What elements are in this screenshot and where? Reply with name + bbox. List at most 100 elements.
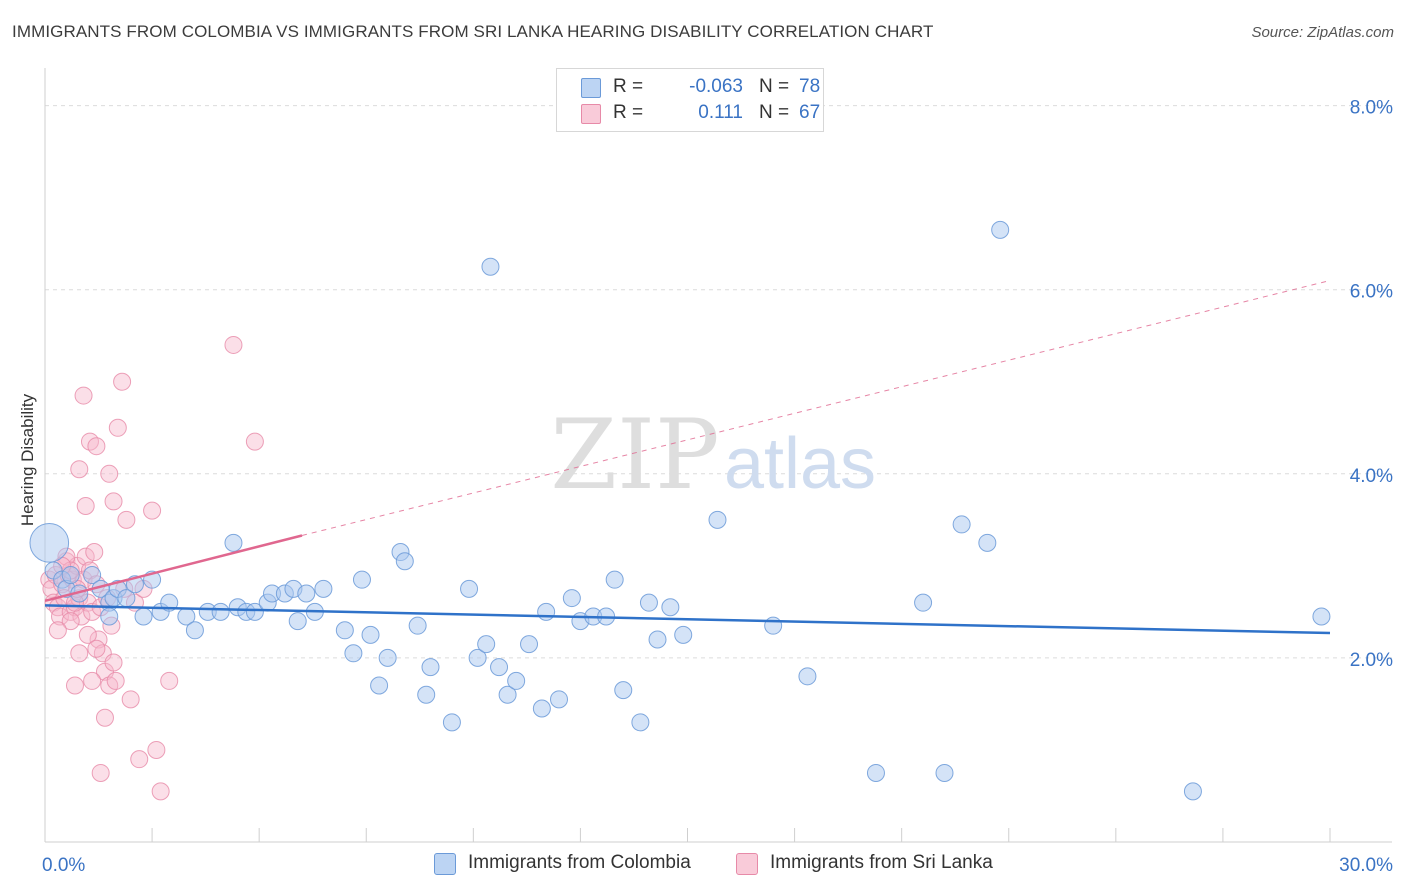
bottom-legend-swatch-colombia bbox=[434, 853, 456, 875]
point-colombia bbox=[245, 602, 264, 621]
point-srilanka bbox=[113, 372, 132, 391]
point-colombia bbox=[550, 690, 568, 709]
point-colombia bbox=[614, 681, 633, 700]
point-srilanka bbox=[108, 418, 127, 437]
point-colombia bbox=[507, 671, 526, 690]
point-srilanka bbox=[80, 432, 99, 451]
point-colombia bbox=[335, 621, 354, 640]
point-srilanka bbox=[87, 437, 106, 456]
point-colombia bbox=[605, 570, 624, 589]
trend-line-srilanka-extension bbox=[301, 280, 1331, 536]
trend-line-srilanka bbox=[44, 534, 303, 603]
y-tick-label: 6.0% bbox=[1350, 282, 1393, 303]
watermark-atlas: atlas bbox=[724, 424, 876, 504]
point-srilanka bbox=[245, 432, 264, 451]
trend-line-colombia bbox=[44, 604, 1331, 635]
point-srilanka bbox=[121, 690, 140, 709]
tick-labels: 2.0% 4.0% 6.0% 8.0% 0.0% 30.0% bbox=[42, 98, 1393, 876]
point-srilanka bbox=[50, 607, 69, 626]
point-colombia bbox=[421, 658, 440, 677]
legend-n-value: 67 bbox=[799, 102, 821, 123]
x-tick-label: 0.0% bbox=[42, 855, 85, 876]
point-colombia bbox=[361, 625, 380, 644]
point-colombia bbox=[520, 635, 539, 654]
point-colombia bbox=[288, 612, 307, 631]
point-colombia bbox=[468, 648, 487, 667]
point-colombia bbox=[631, 713, 650, 732]
legend-r-label: R = bbox=[613, 102, 644, 123]
point-colombia bbox=[83, 566, 102, 585]
legend-r-value: 0.111 bbox=[698, 102, 743, 123]
point-colombia bbox=[935, 763, 954, 782]
legend-n-label: N = bbox=[759, 102, 790, 123]
point-srilanka bbox=[76, 547, 95, 566]
point-colombia bbox=[134, 607, 153, 626]
point-srilanka bbox=[147, 740, 166, 759]
legend-n-label: N = bbox=[759, 76, 790, 97]
legend-r-value: -0.063 bbox=[689, 76, 743, 97]
point-colombia bbox=[1183, 782, 1202, 801]
point-srilanka bbox=[104, 653, 123, 672]
point-srilanka bbox=[95, 708, 114, 727]
point-colombia bbox=[211, 602, 230, 621]
point-colombia bbox=[639, 593, 658, 612]
point-srilanka bbox=[104, 492, 123, 511]
point-srilanka bbox=[70, 460, 89, 479]
point-colombia bbox=[29, 523, 70, 563]
legend-swatch-colombia bbox=[581, 78, 601, 98]
point-srilanka bbox=[100, 464, 119, 483]
point-srilanka bbox=[117, 510, 136, 529]
point-srilanka bbox=[65, 676, 84, 695]
point-colombia bbox=[297, 584, 316, 603]
point-srilanka bbox=[100, 676, 119, 695]
point-colombia bbox=[708, 510, 727, 529]
point-srilanka bbox=[87, 639, 106, 658]
point-srilanka bbox=[224, 335, 243, 354]
point-colombia bbox=[562, 589, 581, 608]
point-colombia bbox=[498, 685, 517, 704]
point-srilanka bbox=[78, 625, 97, 644]
point-srilanka bbox=[70, 644, 89, 663]
point-srilanka bbox=[91, 763, 110, 782]
point-colombia bbox=[352, 570, 371, 589]
y-tick-label: 8.0% bbox=[1350, 98, 1393, 119]
point-srilanka bbox=[74, 386, 93, 405]
point-colombia bbox=[395, 552, 414, 571]
point-colombia bbox=[378, 648, 397, 667]
point-colombia bbox=[661, 598, 680, 617]
legend-swatch-srilanka bbox=[581, 104, 601, 124]
point-colombia bbox=[674, 625, 693, 644]
point-colombia bbox=[442, 713, 461, 732]
legend-n-value: 78 bbox=[799, 76, 821, 97]
bottom-legend-label-srilanka: Immigrants from Sri Lanka bbox=[770, 852, 993, 873]
point-colombia bbox=[314, 579, 333, 598]
point-colombia bbox=[477, 635, 496, 654]
point-colombia bbox=[490, 658, 509, 677]
y-tick-label: 2.0% bbox=[1350, 650, 1393, 671]
point-colombia bbox=[185, 621, 204, 640]
watermark-zip: ZIP bbox=[550, 399, 719, 511]
point-colombia bbox=[1312, 607, 1331, 626]
source-credit: Source: ZipAtlas.com bbox=[1251, 24, 1394, 41]
point-srilanka bbox=[106, 671, 125, 690]
point-colombia bbox=[798, 667, 817, 686]
point-srilanka bbox=[130, 750, 149, 769]
point-colombia bbox=[978, 533, 997, 552]
point-srilanka bbox=[143, 501, 162, 520]
point-colombia bbox=[481, 257, 500, 276]
point-colombia bbox=[532, 699, 551, 718]
point-colombia bbox=[914, 593, 933, 612]
trend-lines bbox=[44, 280, 1331, 635]
correlation-legend: R = -0.063 N = 78 R = 0.111 N = 67 bbox=[556, 68, 824, 132]
point-srilanka bbox=[61, 612, 80, 631]
bottom-legend-label-colombia: Immigrants from Colombia bbox=[468, 852, 691, 873]
point-srilanka bbox=[151, 782, 170, 801]
watermark: ZIP atlas bbox=[550, 399, 876, 511]
point-colombia bbox=[61, 566, 80, 585]
point-colombia bbox=[648, 630, 667, 649]
point-srilanka bbox=[85, 543, 104, 562]
point-colombia bbox=[866, 763, 885, 782]
point-colombia bbox=[100, 607, 119, 626]
point-colombia bbox=[991, 220, 1010, 239]
